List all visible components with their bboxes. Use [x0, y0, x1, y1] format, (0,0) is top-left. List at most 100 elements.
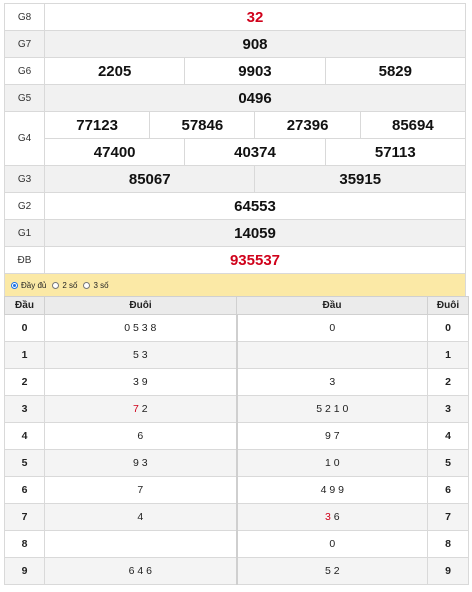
option-label: Đầy đủ	[21, 280, 47, 290]
loto-header-row: Đầu Đuôi Đầu Đuôi	[4, 296, 469, 315]
option-full[interactable]: Đầy đủ	[11, 281, 46, 290]
prize-table: G8 32 G7 908 G6 2205 9903 5829 G5 0496 G…	[4, 3, 467, 274]
head-digit: 2	[4, 368, 45, 396]
head-digit: 3	[4, 395, 45, 423]
radio-button[interactable]	[83, 281, 91, 289]
loto-row: 4 6 9 7 4	[4, 422, 469, 450]
loto-row: 2 3 9 3 2	[4, 368, 469, 396]
header-tail: Đuôi	[44, 296, 237, 315]
prize-value: 57846	[149, 111, 256, 139]
prize-label: G6	[4, 57, 45, 85]
head-digit: 5	[4, 449, 45, 477]
prize-label: G3	[4, 165, 45, 193]
loto-row: 5 9 3 1 0 5	[4, 449, 469, 477]
prize-value: 77123	[43, 111, 151, 139]
prize-value: 57113	[324, 138, 467, 166]
prize-label: G2	[4, 192, 45, 220]
tail-digit: 8	[427, 530, 469, 558]
head-digit: 4	[4, 422, 45, 450]
prize-value: 40374	[184, 138, 326, 166]
tail-list	[44, 530, 238, 558]
head-list: 4 9 9	[236, 476, 428, 504]
tail-list: 7	[44, 476, 238, 504]
option-two-digits[interactable]: 2 số	[52, 281, 77, 290]
option-label: 2 số	[62, 280, 78, 290]
head-list	[236, 341, 428, 369]
prize-value: 9903	[184, 57, 326, 85]
prize-value: 64553	[44, 192, 466, 220]
prize-row-g4-2: 47400 40374 57113	[5, 138, 467, 166]
tail-digit: 6	[427, 476, 469, 504]
tail-list: 4	[44, 503, 238, 531]
prize-label: G5	[4, 84, 45, 112]
tail-list: 6	[44, 422, 238, 450]
head-digit: 9	[4, 557, 45, 585]
header-tail: Đuôi	[427, 296, 469, 315]
prize-value: 47400	[43, 138, 186, 166]
prize-row-g6: G6 2205 9903 5829	[4, 57, 467, 85]
tail-digit: 5	[427, 449, 469, 477]
head-digit: 8	[4, 530, 45, 558]
radio-button[interactable]	[52, 281, 60, 289]
option-label: 3 số	[93, 280, 109, 290]
prize-row-g5: G5 0496	[4, 84, 466, 112]
loto-row: 0 0 5 3 8 0 0	[4, 314, 469, 342]
special-digit: 3	[324, 511, 331, 523]
prize-label: G7	[4, 30, 45, 58]
prize-row-g4: G4 77123 57846 27396 85694	[4, 111, 467, 166]
tail-digit: 4	[427, 422, 469, 450]
prize-label: ĐB	[4, 246, 45, 274]
tail-list: 3 9	[44, 368, 238, 396]
head-list: 5 2	[236, 557, 428, 585]
tail-list: 7 2	[44, 395, 238, 423]
option-three-digits[interactable]: 3 số	[83, 280, 109, 290]
tail-digits: 2	[141, 403, 148, 415]
tail-digit: 3	[427, 395, 469, 423]
prize-value: 5829	[324, 57, 467, 85]
tail-list: 0 5 3 8	[44, 314, 238, 342]
loto-row: 8 0 8	[4, 530, 469, 558]
prize-row-g8: G8 32	[4, 3, 466, 31]
head-list: 9 7	[236, 422, 428, 450]
head-digit: 6	[4, 476, 45, 504]
head-list: 3	[236, 368, 428, 396]
head-list: 0	[236, 530, 428, 558]
header-head: Đầu	[4, 296, 45, 315]
head-digit: 1	[4, 341, 45, 369]
head-list: 5 2 1 0	[236, 395, 428, 423]
tail-digit: 9	[427, 557, 469, 585]
head-digit: 0	[4, 314, 45, 342]
tail-list: 6 4 6	[44, 557, 238, 585]
head-list: 0	[236, 314, 428, 342]
prize-row-db: ĐB 935537	[4, 246, 466, 274]
prize-value: 32	[44, 3, 466, 31]
head-list: 3 6	[236, 503, 428, 531]
prize-value: 14059	[44, 219, 466, 247]
tail-digit: 1	[427, 341, 469, 369]
loto-row: 1 5 3 1	[4, 341, 469, 369]
prize-value: 2205	[43, 57, 186, 85]
header-head: Đầu	[236, 296, 428, 315]
prize-row-g3: G3 85067 35915	[4, 165, 466, 193]
head-digit: 7	[4, 503, 45, 531]
tail-list: 5 3	[44, 341, 238, 369]
loto-table: Đầu Đuôi Đầu Đuôi 0 0 5 3 8 0 0 1 5 3 1 …	[4, 296, 469, 585]
prize-value: 35915	[254, 165, 466, 193]
display-options-bar: Đầy đủ 2 số 3 số	[4, 274, 466, 296]
loto-row: 9 6 4 6 5 2 9	[4, 557, 469, 585]
loto-row: 6 7 4 9 9 6	[4, 476, 469, 504]
prize-value: 908	[44, 30, 466, 58]
tail-digit: 2	[427, 368, 469, 396]
prize-value: 0496	[44, 84, 466, 112]
prize-row-g1: G1 14059	[4, 219, 466, 247]
prize-label: G4	[4, 111, 45, 166]
head-digits: 6	[333, 511, 340, 523]
prize-row-g2: G2 64553	[4, 192, 466, 220]
loto-row: 3 7 2 5 2 1 0 3	[4, 395, 469, 423]
special-digit: 7	[132, 403, 139, 415]
head-list: 1 0	[236, 449, 428, 477]
tail-digit: 7	[427, 503, 469, 531]
prize-label: G1	[4, 219, 45, 247]
radio-button-checked[interactable]	[11, 281, 18, 289]
loto-row: 7 4 3 6 7	[4, 503, 469, 531]
